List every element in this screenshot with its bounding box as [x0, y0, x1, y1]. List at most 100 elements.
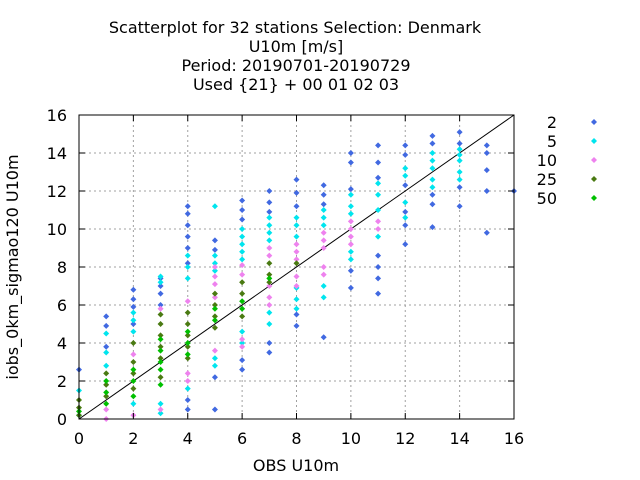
- point-series-25-20: [184, 355, 191, 362]
- point-series-10-5: [157, 406, 164, 413]
- legend-label-5: 5: [547, 132, 557, 151]
- y-tick-label-3: 6: [57, 296, 67, 315]
- point-series-10-37: [375, 218, 382, 225]
- point-series-5-50: [347, 256, 354, 263]
- point-series-50-11: [157, 381, 164, 388]
- chart-title: Scatterplot for 32 stations Selection: D…: [109, 18, 482, 94]
- point-series-10-4: [157, 305, 164, 312]
- point-series-10-12: [211, 294, 218, 301]
- point-series-2-35: [293, 189, 300, 196]
- reference-line: [78, 114, 515, 420]
- point-series-5-8: [130, 400, 137, 407]
- x-tick-label-8: 16: [504, 429, 524, 448]
- point-series-50-19: [266, 275, 273, 282]
- point-series-5-21: [211, 362, 218, 369]
- point-series-5-51: [347, 248, 354, 255]
- point-series-25-29: [266, 271, 273, 278]
- point-series-25-8: [130, 370, 137, 377]
- point-series-2-17: [184, 260, 191, 267]
- point-series-2-2: [103, 322, 110, 329]
- point-series-2-73: [483, 188, 490, 194]
- y-tick-label-5: 10: [47, 220, 67, 239]
- point-series-2-34: [293, 176, 300, 183]
- point-series-2-68: [456, 184, 463, 191]
- point-series-25-10: [157, 311, 164, 318]
- point-series-2-56: [402, 151, 409, 158]
- point-series-25-25: [239, 279, 246, 286]
- point-series-10-25: [293, 256, 300, 263]
- point-series-5-68: [456, 169, 463, 175]
- point-series-2-52: [375, 275, 382, 282]
- point-series-2-33: [266, 340, 273, 346]
- point-series-25-27: [239, 313, 246, 320]
- point-series-25-31: [293, 260, 300, 267]
- point-series-10-27: [293, 283, 300, 289]
- point-series-5-54: [375, 207, 382, 213]
- legend-label-25: 25: [537, 170, 557, 189]
- point-series-2-55: [402, 142, 409, 149]
- point-series-5-39: [293, 305, 300, 312]
- x-tick-label-1: 2: [128, 429, 138, 448]
- point-series-10-28: [320, 229, 327, 236]
- x-tick-label-7: 14: [449, 429, 469, 448]
- point-series-10-13: [211, 347, 218, 354]
- point-series-5-66: [456, 151, 463, 158]
- point-series-10-29: [320, 237, 327, 244]
- point-series-2-11: [157, 302, 164, 308]
- point-series-2-48: [375, 142, 382, 149]
- point-series-5-59: [402, 214, 409, 221]
- point-series-2-70: [483, 142, 490, 149]
- x-tick-label-2: 4: [183, 429, 193, 448]
- point-series-25-30: [266, 279, 273, 286]
- point-series-2-65: [429, 224, 436, 231]
- point-series-5-10: [157, 279, 164, 286]
- title-line-1: Scatterplot for 32 stations Selection: D…: [109, 18, 482, 37]
- point-series-50-10: [157, 366, 164, 373]
- point-series-5-4: [103, 362, 110, 369]
- point-series-2-50: [375, 174, 382, 181]
- point-series-5-65: [456, 146, 463, 153]
- point-series-2-36: [293, 203, 300, 210]
- title-line-2: U10m [m/s]: [249, 37, 344, 56]
- point-series-2-20: [211, 237, 218, 244]
- point-series-25-13: [157, 343, 164, 350]
- point-series-5-7: [130, 328, 137, 335]
- point-series-2-46: [347, 284, 354, 291]
- point-series-5-24: [239, 233, 246, 240]
- point-series-2-26: [239, 216, 246, 223]
- y-tick-label-2: 4: [57, 334, 67, 353]
- point-series-25-4: [103, 381, 110, 388]
- point-series-5-19: [211, 260, 218, 267]
- point-series-10-34: [347, 226, 354, 232]
- x-axis-label: OBS U10m: [253, 456, 339, 475]
- point-series-10-11: [211, 281, 218, 288]
- point-series-2-66: [456, 129, 463, 136]
- point-series-2-29: [266, 188, 273, 194]
- point-series-2-28: [239, 357, 246, 364]
- point-series-2-49: [375, 159, 382, 166]
- point-series-2-44: [347, 159, 354, 166]
- point-series-2-22: [211, 406, 218, 413]
- point-series-2-4: [130, 286, 137, 293]
- point-series-25-7: [130, 359, 137, 365]
- point-series-25-28: [266, 260, 273, 267]
- point-series-2-21: [211, 246, 218, 253]
- point-series-10-26: [293, 273, 300, 280]
- point-series-5-49: [347, 210, 354, 217]
- legend-marker-5: [591, 138, 597, 144]
- point-series-25-5: [103, 393, 110, 400]
- point-series-50-1: [103, 378, 110, 384]
- point-series-5-47: [347, 191, 354, 198]
- point-series-2-39: [320, 182, 327, 189]
- point-series-10-14: [239, 262, 246, 269]
- y-tick-label-7: 14: [47, 144, 67, 163]
- x-tick-label-6: 12: [395, 429, 415, 448]
- point-series-2-1: [103, 313, 110, 320]
- x-tick-label-0: 0: [74, 429, 84, 448]
- point-series-5-11: [157, 410, 164, 417]
- point-series-25-24: [211, 324, 218, 331]
- point-series-5-58: [402, 199, 409, 206]
- point-series-25-3: [103, 370, 110, 377]
- y-tick-label-1: 2: [57, 372, 67, 391]
